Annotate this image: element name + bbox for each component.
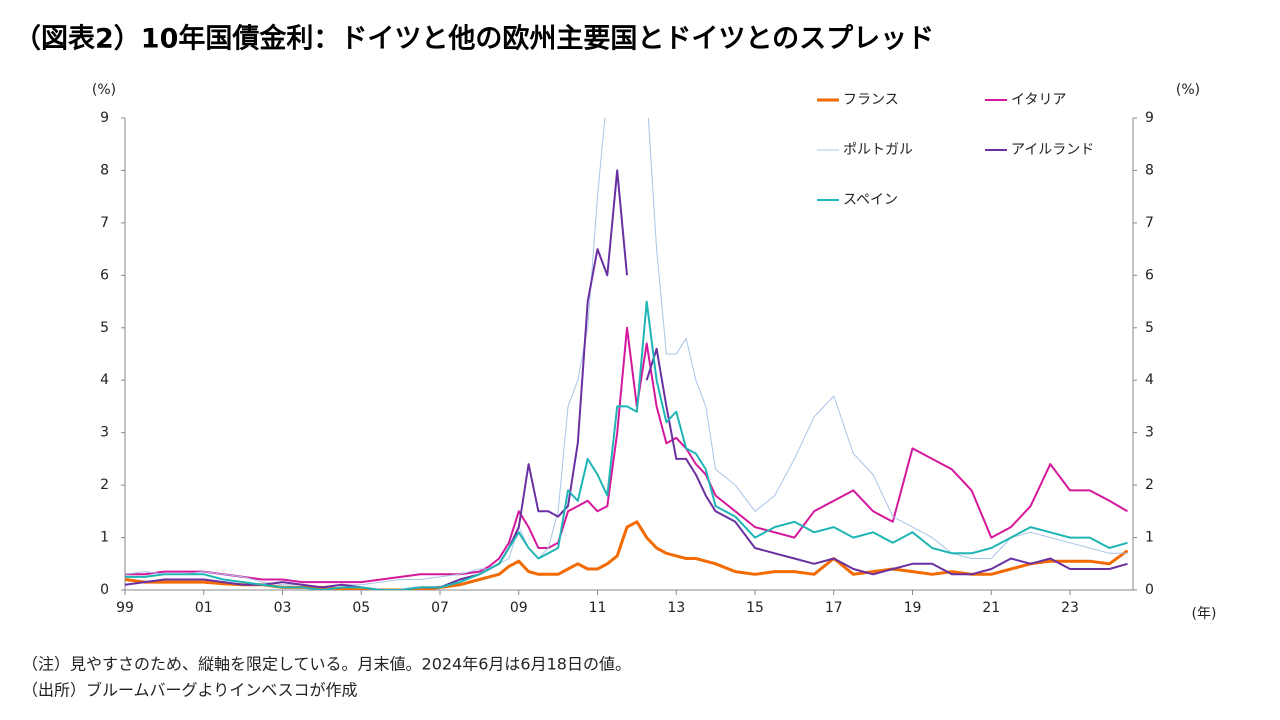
x-tick-label: 19 <box>904 600 922 616</box>
y-tick-label: 7 <box>100 215 109 231</box>
y2-tick-label: 0 <box>1145 582 1154 598</box>
series-line <box>125 169 1128 590</box>
y-tick-label: 9 <box>100 110 109 126</box>
y2-tick-label: 8 <box>1145 162 1154 178</box>
x-tick-label: 09 <box>510 600 528 616</box>
y2-tick-label: 1 <box>1145 530 1154 546</box>
y2-tick-label: 9 <box>1145 110 1154 126</box>
x-tick-label: 11 <box>589 600 607 616</box>
x-tick-label: 17 <box>825 600 843 616</box>
y2-axis-label: (%) <box>1176 82 1200 98</box>
y-tick-label: 5 <box>100 320 109 336</box>
x-tick-label: 15 <box>746 600 764 616</box>
y2-tick-label: 2 <box>1145 477 1154 493</box>
y2-tick-label: 4 <box>1145 372 1154 388</box>
plot-area <box>125 118 1129 590</box>
legend-label: スペイン <box>843 192 898 208</box>
y2-tick-label: 6 <box>1145 267 1154 283</box>
y-tick-label: 2 <box>100 477 109 493</box>
y-tick-label: 4 <box>100 372 109 388</box>
legend-label: アイルランド <box>1011 142 1094 158</box>
note: （出所）ブルームバーグよりインベスコが作成 <box>22 681 358 700</box>
legend-label: ポルトガル <box>843 142 913 158</box>
y-tick-label: 0 <box>100 582 109 598</box>
y2-tick-label: 5 <box>1145 320 1154 336</box>
legend-label: イタリア <box>1011 92 1066 108</box>
y2-tick-label: 3 <box>1145 425 1154 441</box>
x-tick-label: 21 <box>982 600 1000 616</box>
x-tick-label: 07 <box>431 600 449 616</box>
legend-label: フランス <box>843 92 899 108</box>
y-tick-label: 3 <box>100 425 109 441</box>
series-line <box>125 326 1129 584</box>
x-tick-label: 01 <box>195 600 213 616</box>
x-tick-label: 03 <box>274 600 292 616</box>
y2-tick-label: 7 <box>1145 215 1154 231</box>
y-tick-label: 6 <box>100 267 109 283</box>
y-tick-label: 1 <box>100 530 109 546</box>
y-axis-label: (%) <box>92 82 116 98</box>
x-axis-label: (年) <box>1192 606 1217 622</box>
y-tick-label: 8 <box>100 162 109 178</box>
x-tick-label: 05 <box>352 600 370 616</box>
note: （注）見やすさのため、縦軸を限定している。月末値。2024年6月は6月18日の値… <box>22 655 631 674</box>
x-tick-label: 13 <box>667 600 685 616</box>
x-tick-label: 23 <box>1061 600 1079 616</box>
x-tick-label: 99 <box>116 600 134 616</box>
chart-title: （図表2）10年国債金利：ドイツと他の欧州主要国とドイツとのスプレッド <box>14 23 934 55</box>
series-line <box>125 300 1128 590</box>
series-line <box>125 118 1128 588</box>
